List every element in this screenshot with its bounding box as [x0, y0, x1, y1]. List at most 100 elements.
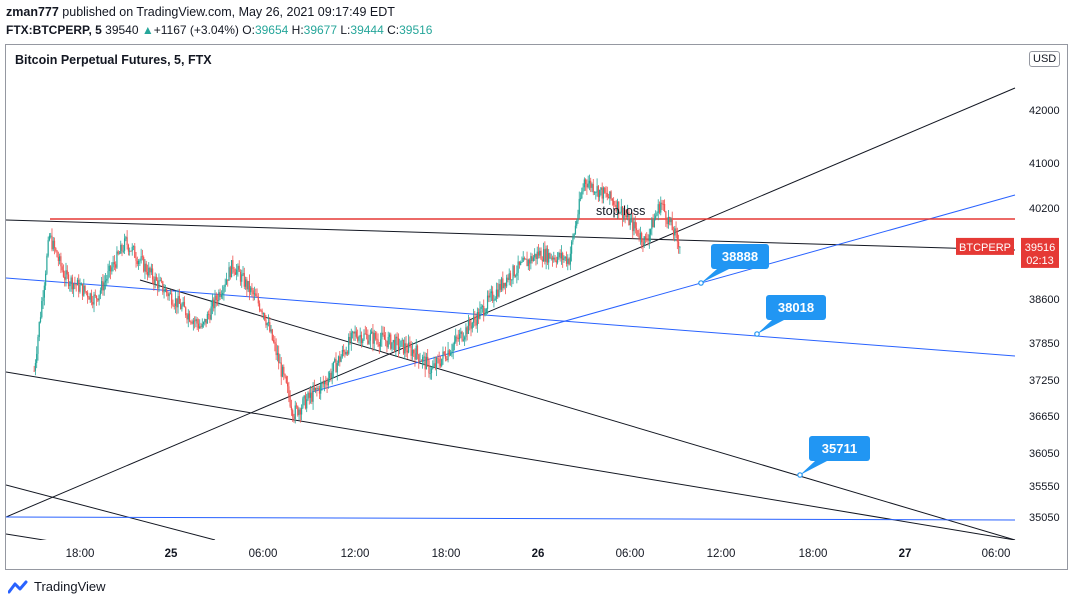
candle — [657, 199, 659, 221]
candle — [36, 346, 38, 369]
candle — [450, 349, 452, 356]
candle — [675, 221, 677, 239]
candle — [660, 196, 662, 216]
price-callout[interactable]: 35711 — [797, 436, 870, 478]
candle — [364, 325, 366, 335]
candle — [648, 228, 650, 249]
black-trendline-falling-2[interactable] — [6, 371, 1016, 540]
candle — [363, 329, 365, 342]
candle — [470, 319, 472, 337]
currency-button[interactable]: USD — [1029, 51, 1061, 67]
candle — [559, 249, 561, 262]
candle — [233, 266, 235, 277]
candle — [344, 349, 346, 358]
blue-horizontal-line[interactable] — [6, 516, 1016, 521]
candle — [41, 297, 43, 319]
candle — [174, 290, 177, 314]
candle — [583, 177, 585, 192]
black-trendline-flat[interactable] — [6, 219, 1016, 251]
candle — [506, 274, 508, 289]
candle — [489, 288, 491, 302]
candle — [153, 276, 155, 291]
black-trendline-falling-3[interactable] — [6, 484, 216, 540]
low-value: 39444 — [350, 23, 384, 37]
candle — [377, 333, 379, 348]
candle — [115, 261, 117, 272]
candle — [205, 319, 207, 328]
candle — [595, 191, 597, 200]
candle — [66, 265, 68, 279]
candle — [632, 212, 634, 239]
tradingview-footer[interactable]: TradingView — [8, 579, 106, 594]
candle — [439, 355, 442, 368]
stop-loss-label[interactable]: stop loss — [596, 204, 645, 218]
candle — [373, 329, 375, 351]
candle — [483, 299, 485, 322]
candle — [211, 293, 214, 315]
candle — [354, 325, 356, 342]
candle — [416, 344, 419, 360]
candle — [509, 270, 512, 286]
candle — [428, 358, 430, 378]
high-label: H: — [291, 23, 304, 37]
candle — [611, 197, 613, 206]
candle — [434, 356, 436, 371]
candle — [251, 283, 253, 297]
candle — [317, 385, 319, 391]
author-name[interactable]: zman777 — [6, 5, 59, 19]
candle — [101, 276, 103, 294]
candle — [94, 289, 96, 298]
candle — [218, 289, 220, 307]
candle — [148, 262, 150, 278]
candle — [190, 320, 192, 325]
candle — [571, 240, 573, 262]
black-trendline-upper-rising[interactable] — [6, 87, 1016, 518]
candle — [508, 268, 510, 286]
candle — [596, 178, 598, 197]
candle — [586, 179, 588, 195]
chart-title: Bitcoin Perpetual Futures, 5, FTX — [15, 53, 212, 67]
blue-trendline-falling[interactable] — [6, 277, 1016, 357]
candle — [196, 317, 198, 331]
candle — [499, 279, 501, 293]
candle — [493, 294, 495, 308]
price-callout[interactable]: 38888 — [698, 244, 769, 286]
blue-trendline-rising[interactable] — [311, 194, 1016, 393]
candle — [118, 251, 121, 255]
candle — [474, 310, 476, 327]
candle — [341, 345, 343, 359]
candle — [382, 326, 384, 337]
x-tick-label: 06:00 — [982, 548, 1011, 560]
annotations: stop loss 38888 38018 35711 — [596, 204, 870, 478]
candle — [150, 263, 152, 276]
candle — [476, 307, 478, 333]
candle — [78, 274, 80, 298]
candle — [318, 385, 321, 400]
price-callout[interactable]: 38018 — [754, 295, 826, 337]
change-value: +1167 (+3.04%) — [153, 23, 239, 37]
x-tick-label: 18:00 — [799, 548, 828, 560]
candle — [106, 274, 108, 287]
candle — [590, 177, 592, 193]
candle — [112, 255, 114, 272]
candle — [517, 255, 519, 281]
candle — [448, 348, 450, 357]
candle — [144, 259, 146, 280]
candle — [33, 365, 35, 372]
black-trendline-bottom[interactable] — [6, 533, 75, 545]
candle — [605, 186, 607, 198]
candle — [615, 200, 617, 214]
candle — [269, 316, 271, 333]
candle — [134, 243, 136, 259]
candle — [386, 340, 388, 353]
candle — [388, 332, 391, 345]
candle — [647, 234, 649, 246]
candle — [186, 313, 188, 324]
candle — [528, 258, 531, 271]
candle — [130, 250, 132, 252]
black-trendline-falling-1[interactable] — [139, 279, 1016, 540]
candle — [117, 250, 119, 256]
candle — [371, 328, 373, 335]
candle — [602, 186, 605, 204]
